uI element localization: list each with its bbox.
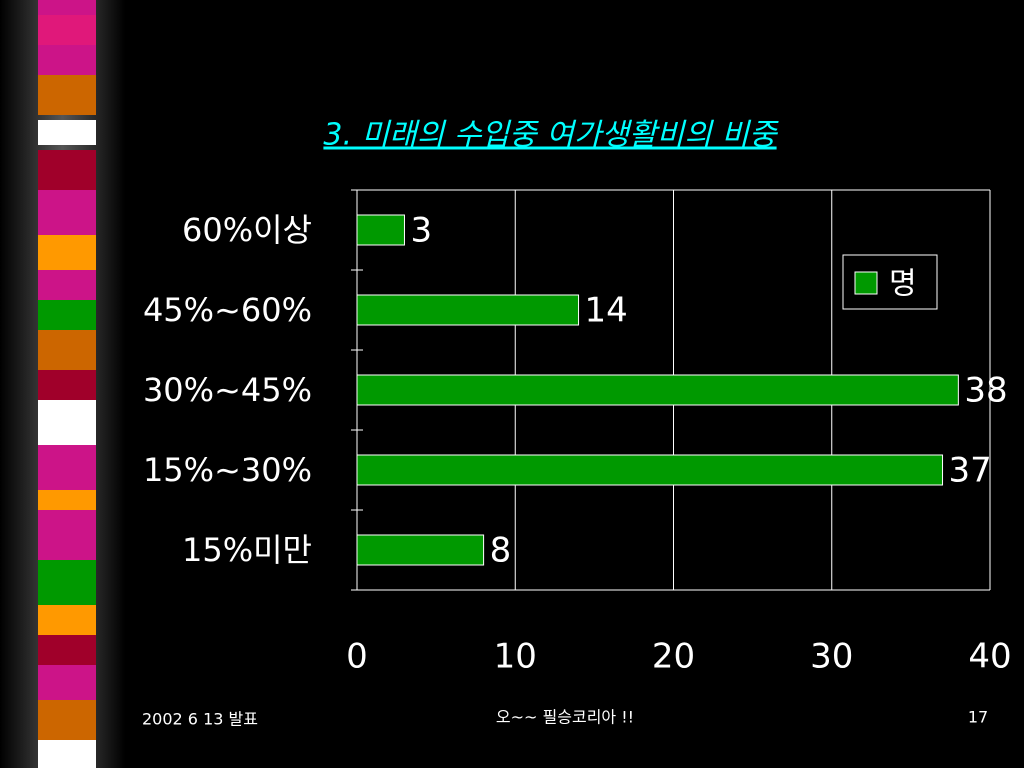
- x-tick-label: 10: [494, 637, 537, 677]
- stripe: [38, 120, 96, 145]
- x-tick-label: 30: [810, 637, 853, 677]
- data-label: 38: [964, 371, 1007, 411]
- data-label: 3: [410, 211, 432, 251]
- bar: [356, 214, 405, 246]
- x-tick-label: 0: [346, 637, 368, 677]
- data-label: 14: [585, 291, 628, 331]
- stripe: [38, 740, 96, 768]
- stripe: [38, 0, 96, 15]
- y-tick-label: 60%이상: [182, 211, 312, 249]
- page-number: 17: [968, 708, 988, 727]
- stripe: [38, 370, 96, 400]
- stripe: [38, 605, 96, 635]
- bar: [356, 374, 959, 406]
- stripe: [38, 635, 96, 665]
- stripe: [38, 510, 96, 560]
- stripe: [38, 330, 96, 370]
- stripe: [38, 665, 96, 700]
- bar: [356, 294, 580, 326]
- legend-label: 명: [889, 267, 917, 302]
- x-tick-label: 20: [652, 637, 695, 677]
- stripe: [38, 235, 96, 270]
- chart-title: 3. 미래의 수입중 여가생활비의 비중: [323, 118, 779, 153]
- footer-text: 오~~ 필승코리아 !!: [496, 708, 634, 727]
- stripe: [38, 270, 96, 300]
- stripe: [38, 150, 96, 190]
- bar: [356, 454, 944, 486]
- footer-date: 2002 6 13 발표: [142, 710, 258, 729]
- stripe: [38, 400, 96, 445]
- stripe: [38, 45, 96, 75]
- stripe: [38, 700, 96, 740]
- legend-swatch: [854, 271, 878, 295]
- y-tick-label: 15%미만: [182, 531, 312, 569]
- side-decoration: [0, 0, 125, 768]
- stripe: [38, 75, 96, 115]
- x-tick-label: 40: [968, 637, 1011, 677]
- bar: [356, 534, 485, 566]
- stripe: [38, 300, 96, 330]
- stripe: [38, 560, 96, 605]
- stripe: [38, 190, 96, 235]
- stripe: [38, 15, 96, 45]
- y-tick-label: 45%~60%: [143, 291, 312, 329]
- stripe: [38, 445, 96, 490]
- y-tick-label: 15%~30%: [143, 451, 312, 489]
- data-label: 8: [490, 531, 512, 571]
- data-label: 37: [949, 451, 992, 491]
- stripe: [38, 490, 96, 510]
- y-tick-label: 30%~45%: [143, 371, 312, 409]
